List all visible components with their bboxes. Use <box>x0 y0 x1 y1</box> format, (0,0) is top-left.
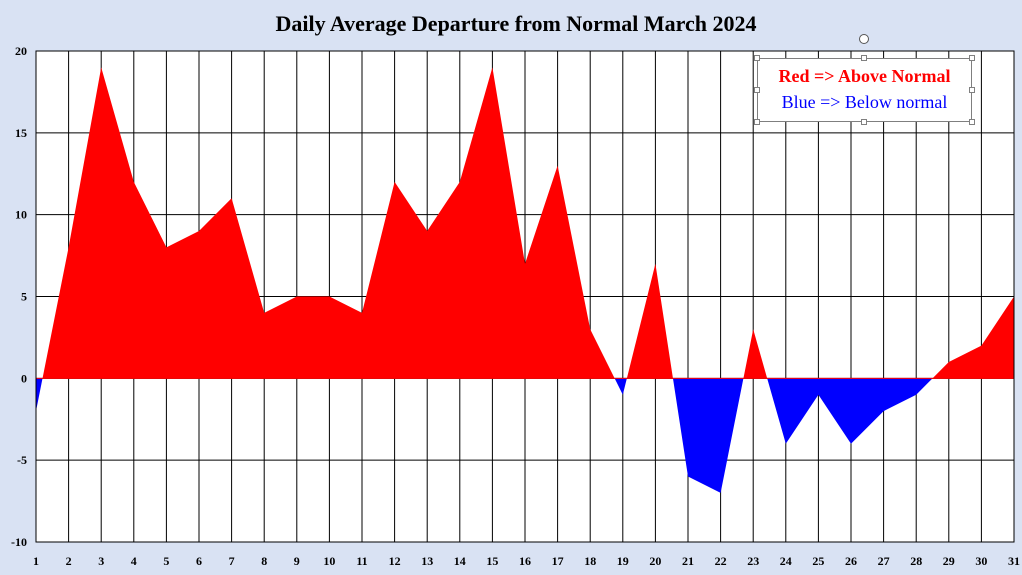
x-tick-label: 3 <box>98 554 104 568</box>
x-tick-label: 14 <box>454 554 466 568</box>
x-tick-label: 13 <box>421 554 433 568</box>
x-tick-label: 15 <box>486 554 498 568</box>
x-tick-label: 7 <box>229 554 235 568</box>
resize-handle-bottom-right[interactable] <box>969 119 975 125</box>
rotate-icon[interactable] <box>859 34 869 44</box>
x-tick-label: 19 <box>617 554 629 568</box>
plot-border <box>35 50 1015 543</box>
y-tick-label: -5 <box>17 453 27 467</box>
resize-handle-top-right[interactable] <box>969 55 975 61</box>
y-axis-ticks: 20 15 10 5 0 -5 -10 <box>11 44 27 549</box>
y-tick-label: 15 <box>15 126 27 140</box>
x-tick-label: 31 <box>1008 554 1020 568</box>
resize-handle-top[interactable] <box>861 55 867 61</box>
resize-handle-bottom-left[interactable] <box>754 119 760 125</box>
x-axis-ticks: 1 2 3 4 5 6 7 8 9 10 11 12 13 14 15 16 17 18 19 20 21 22 23 24 2… <box>33 554 1020 568</box>
area-below-normal <box>36 378 1014 493</box>
legend-above-normal: Red => Above Normal <box>778 66 951 86</box>
x-tick-label: 12 <box>389 554 401 568</box>
y-tick-label: 20 <box>15 44 27 58</box>
area-above-normal <box>36 67 1014 379</box>
x-tick-label: 17 <box>552 554 564 568</box>
x-tick-label: 1 <box>33 554 39 568</box>
y-tick-label: 5 <box>21 290 27 304</box>
area-series <box>36 67 1014 493</box>
x-tick-label: 8 <box>261 554 267 568</box>
x-tick-label: 22 <box>715 554 727 568</box>
resize-handle-bottom[interactable] <box>861 119 867 125</box>
x-tick-label: 10 <box>323 554 335 568</box>
x-tick-label: 11 <box>356 554 367 568</box>
x-tick-label: 25 <box>812 554 824 568</box>
legend-textbox[interactable]: Red => Above Normal Blue => Below normal <box>757 58 972 122</box>
x-tick-label: 21 <box>682 554 694 568</box>
x-tick-label: 5 <box>163 554 169 568</box>
legend-below-normal: Blue => Below normal <box>781 92 948 112</box>
y-tick-label: -10 <box>11 535 27 549</box>
x-tick-label: 23 <box>747 554 759 568</box>
resize-handle-right[interactable] <box>969 87 975 93</box>
x-tick-label: 16 <box>519 554 531 568</box>
x-tick-label: 20 <box>649 554 661 568</box>
x-tick-label: 6 <box>196 554 202 568</box>
plot-frame <box>35 50 1015 543</box>
x-tick-label: 28 <box>910 554 922 568</box>
x-tick-label: 2 <box>66 554 72 568</box>
x-tick-label: 24 <box>780 554 792 568</box>
chart-title: Daily Average Departure from Normal Marc… <box>275 11 756 36</box>
x-tick-label: 4 <box>131 554 137 568</box>
y-tick-label: 10 <box>15 208 27 222</box>
x-tick-label: 29 <box>943 554 955 568</box>
resize-handle-left[interactable] <box>754 87 760 93</box>
resize-handle-top-left[interactable] <box>754 55 760 61</box>
x-tick-label: 9 <box>294 554 300 568</box>
y-tick-label: 0 <box>21 371 27 385</box>
x-tick-label: 27 <box>878 554 890 568</box>
x-tick-label: 26 <box>845 554 857 568</box>
x-tick-label: 18 <box>584 554 596 568</box>
x-tick-label: 30 <box>975 554 987 568</box>
